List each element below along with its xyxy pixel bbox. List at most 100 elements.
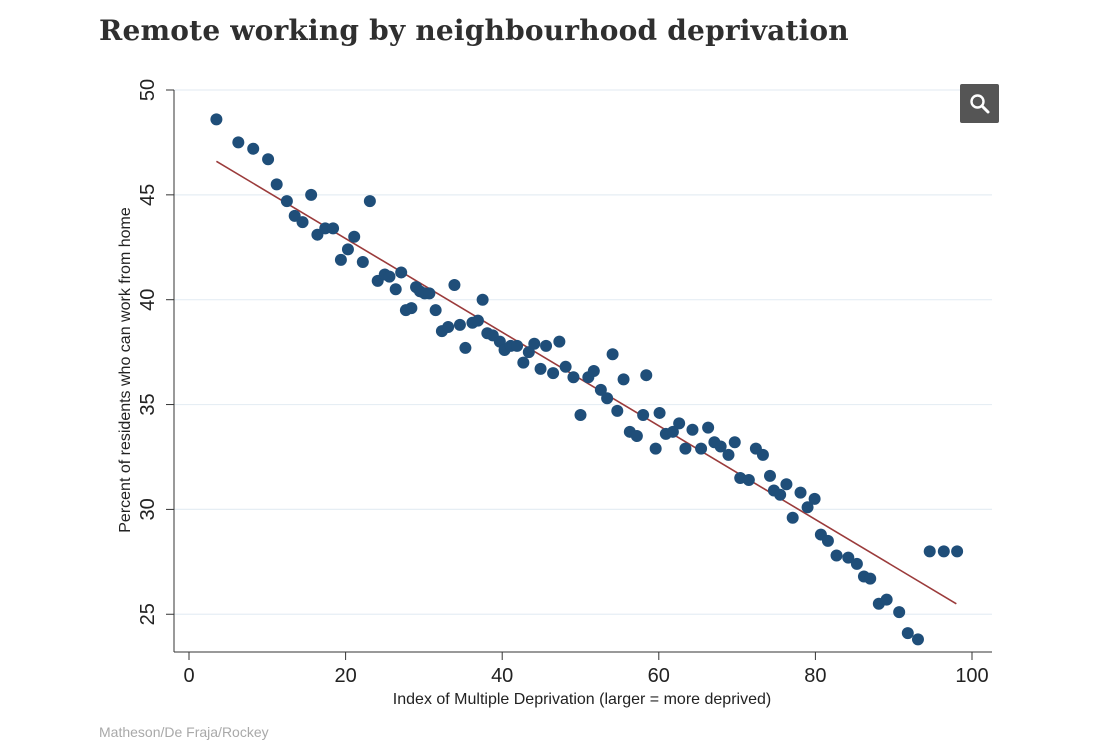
scatter-point xyxy=(471,314,484,327)
scatter-point xyxy=(695,442,708,455)
scatter-point xyxy=(850,557,863,570)
scatter-point xyxy=(423,287,436,300)
scatter-point xyxy=(794,486,807,499)
page-title: Remote working by neighbourhood deprivat… xyxy=(99,14,849,47)
scatter-point xyxy=(686,423,699,436)
scatter-point xyxy=(937,545,950,558)
scatter-point xyxy=(702,421,715,434)
scatter-point xyxy=(640,369,653,382)
y-axis-label: Percent of residents who can work from h… xyxy=(117,207,134,533)
axes xyxy=(173,90,992,653)
scatter-point xyxy=(714,440,727,453)
scatter-point xyxy=(821,534,834,547)
scatter-point xyxy=(305,188,318,201)
scatter-point xyxy=(574,409,587,422)
scatter-point xyxy=(763,469,776,482)
scatter-point xyxy=(911,633,924,646)
scatter-point xyxy=(601,392,614,405)
x-axis-label: Index of Multiple Deprivation (larger = … xyxy=(393,691,771,708)
scatter-point xyxy=(780,478,793,491)
scatter-point xyxy=(348,230,361,243)
scatter-point xyxy=(334,253,347,266)
scatter-point xyxy=(429,304,442,317)
scatter-point xyxy=(722,448,735,461)
x-tick-label: 40 xyxy=(491,665,513,687)
scatter-point xyxy=(559,360,572,373)
scatter-point xyxy=(842,551,855,564)
y-tick-label: 45 xyxy=(137,184,159,206)
gridlines xyxy=(174,89,992,615)
x-tick-label: 100 xyxy=(955,665,988,687)
scatter-point xyxy=(611,404,624,417)
scatter-point xyxy=(630,430,643,443)
y-tick-label: 25 xyxy=(137,603,159,625)
scatter-point xyxy=(356,255,369,268)
zoom-button[interactable] xyxy=(960,84,999,123)
scatter-point xyxy=(528,337,541,350)
x-tick-label: 80 xyxy=(804,665,826,687)
scatter-point xyxy=(553,335,566,348)
scatter-point xyxy=(728,436,741,449)
scatter-point xyxy=(341,243,354,256)
scatter-point xyxy=(666,425,679,438)
scatter-point xyxy=(786,511,799,524)
scatter-point xyxy=(893,606,906,619)
y-tick-label: 35 xyxy=(137,393,159,415)
scatter-point xyxy=(901,627,914,640)
scatter-point xyxy=(517,356,530,369)
scatter-point xyxy=(587,365,600,377)
scatter-point xyxy=(327,222,340,235)
scatter-point xyxy=(511,339,524,352)
y-tick-label: 50 xyxy=(137,79,159,101)
scatter-point xyxy=(270,178,283,191)
scatter-point xyxy=(880,593,893,606)
scatter-point xyxy=(453,318,466,331)
scatter-point xyxy=(405,302,418,315)
scatter-point xyxy=(363,195,376,208)
magnifier-icon xyxy=(969,93,989,113)
scatter-point xyxy=(808,492,821,505)
x-tick-label: 20 xyxy=(334,665,356,687)
image-credit: Matheson/De Fraja/Rockey xyxy=(99,724,269,740)
scatter-point xyxy=(606,348,619,361)
scatter-point xyxy=(801,501,814,514)
scatter-point xyxy=(232,136,245,149)
scatter-point xyxy=(448,279,461,292)
scatter-point xyxy=(547,367,560,380)
scatter-point xyxy=(280,195,293,208)
data-points xyxy=(210,113,964,646)
scatter-point xyxy=(210,113,223,126)
scatter-point xyxy=(389,283,402,296)
scatter-point xyxy=(442,320,455,333)
scatter-point xyxy=(864,572,877,585)
x-tick-label: 0 xyxy=(183,665,194,687)
scatter-point xyxy=(774,488,787,501)
scatter-point xyxy=(476,293,489,306)
x-tick-label: 60 xyxy=(648,665,670,687)
scatter-point xyxy=(383,270,396,283)
scatter-point xyxy=(673,417,686,430)
scatter-point xyxy=(756,448,769,461)
scatter-point xyxy=(637,409,650,422)
scatter-point xyxy=(262,153,275,166)
scatter-point xyxy=(567,371,580,384)
scatter-point xyxy=(534,362,547,375)
scatter-point xyxy=(742,474,755,487)
scatter-point xyxy=(830,549,843,562)
scatter-point xyxy=(540,339,553,352)
scatter-point xyxy=(679,442,692,455)
scatter-point xyxy=(653,406,666,419)
scatter-point xyxy=(247,142,260,155)
scatter-point xyxy=(459,341,472,354)
scatter-point xyxy=(296,216,309,229)
scatter-point xyxy=(395,266,408,279)
scatter-point xyxy=(951,545,964,558)
scatter-point xyxy=(923,545,936,558)
y-tick-label: 30 xyxy=(137,498,159,520)
scatter-point xyxy=(649,442,662,455)
scatter-point xyxy=(617,373,630,386)
tick-marks: 25 30 35 40 45 50 0 20 40 60 80 100 xyxy=(137,79,989,687)
scatter-point xyxy=(594,383,607,396)
y-tick-label: 40 xyxy=(137,289,159,311)
